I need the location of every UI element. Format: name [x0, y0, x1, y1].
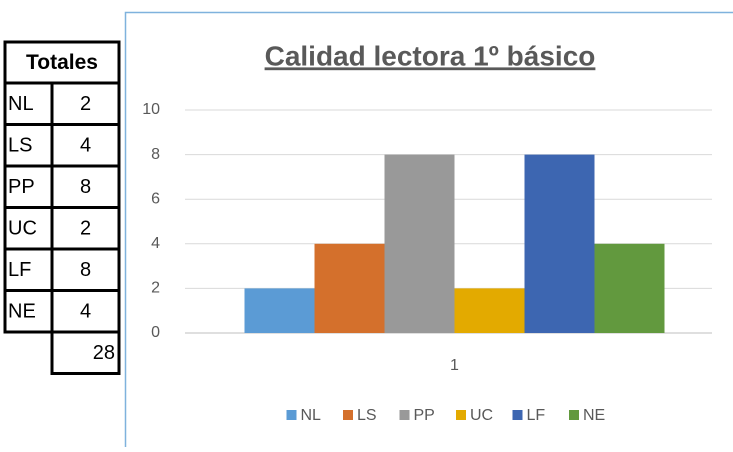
bar	[385, 155, 455, 333]
y-tick-label: 6	[151, 190, 160, 207]
row-value: 8	[80, 176, 91, 198]
legend-swatch	[343, 410, 353, 420]
legend-label: PP	[414, 407, 435, 424]
x-tick-label: 1	[450, 357, 459, 374]
row-value: 4	[80, 135, 91, 157]
bar	[525, 155, 595, 333]
row-label: LS	[8, 135, 32, 157]
legend-swatch	[456, 410, 466, 420]
legend-label: UC	[470, 407, 493, 424]
bar	[595, 244, 665, 333]
table-title: Totales	[26, 51, 98, 74]
legend-swatch	[287, 410, 297, 420]
bar	[455, 288, 525, 333]
legend-swatch	[569, 410, 579, 420]
row-label: PP	[8, 176, 35, 198]
legend-label: LS	[357, 407, 377, 424]
legend-label: NE	[583, 407, 605, 424]
row-value: 2	[80, 93, 91, 115]
y-tick-label: 2	[151, 280, 160, 297]
legend-swatch	[513, 410, 523, 420]
y-tick-label: 10	[142, 101, 160, 118]
row-label: NL	[8, 93, 34, 115]
row-value: 2	[80, 218, 91, 240]
y-tick-label: 8	[151, 146, 160, 163]
row-value: 8	[80, 259, 91, 281]
legend-swatch	[400, 410, 410, 420]
bar	[245, 288, 315, 333]
row-label: UC	[8, 218, 37, 240]
y-tick-label: 0	[151, 324, 160, 341]
row-label: LF	[8, 259, 31, 281]
row-value: 4	[80, 301, 91, 323]
bar	[315, 244, 385, 333]
legend-label: LF	[527, 407, 546, 424]
table-total: 28	[93, 342, 115, 364]
legend-label: NL	[301, 407, 322, 424]
y-tick-label: 4	[151, 235, 160, 252]
row-label: NE	[8, 301, 36, 323]
chart-title: Calidad lectora 1º básico	[265, 40, 596, 71]
